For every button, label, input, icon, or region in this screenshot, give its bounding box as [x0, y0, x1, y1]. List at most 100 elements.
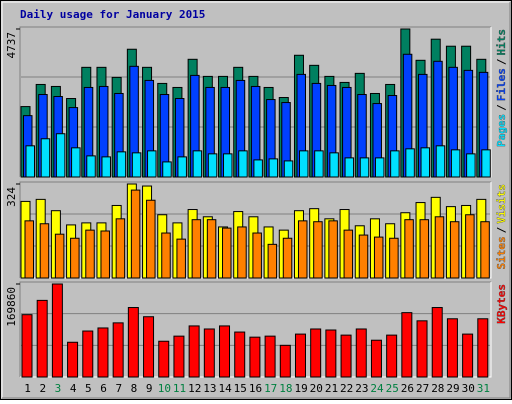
bar	[390, 150, 400, 178]
bar	[446, 318, 458, 378]
bar	[234, 331, 246, 378]
x-tick-label: 11	[173, 382, 186, 395]
bar	[416, 320, 428, 378]
bar	[85, 229, 95, 279]
bar	[314, 150, 324, 178]
bar	[39, 223, 50, 279]
bar	[344, 157, 355, 178]
x-tick-label: 25	[386, 382, 399, 395]
bar	[359, 157, 370, 178]
bar	[67, 341, 79, 378]
bar	[71, 147, 81, 178]
bar	[177, 156, 187, 178]
bar	[219, 325, 231, 378]
x-tick-label: 18	[279, 382, 292, 395]
bar	[249, 336, 261, 378]
bar	[389, 237, 399, 279]
x-tick-label: 8	[131, 382, 138, 395]
bar	[358, 234, 369, 279]
bar	[325, 329, 337, 378]
y-tick-label: 4737	[5, 32, 18, 59]
bar	[24, 220, 34, 279]
x-tick-label: 26	[401, 382, 414, 395]
bar	[466, 153, 476, 178]
x-tick-label: 23	[355, 382, 368, 395]
bar	[449, 221, 460, 279]
bar	[434, 216, 445, 279]
bar	[40, 138, 51, 178]
bar	[147, 150, 157, 178]
bar	[313, 221, 323, 279]
x-tick-label: 30	[462, 382, 475, 395]
bar	[206, 219, 217, 279]
bar	[54, 233, 65, 279]
legend-separator: /	[495, 58, 508, 65]
bar	[173, 335, 185, 378]
bar	[222, 227, 232, 279]
x-tick-label: 20	[310, 382, 323, 395]
bar	[130, 189, 141, 279]
bar	[238, 150, 248, 178]
x-tick-label: 9	[146, 382, 153, 395]
bar	[294, 333, 306, 378]
x-tick-label: 24	[370, 382, 384, 395]
bar	[340, 334, 352, 378]
bar	[282, 237, 293, 279]
bar	[297, 220, 308, 279]
bar	[480, 221, 490, 279]
bar	[143, 316, 155, 378]
legend-entry: Visits	[495, 184, 508, 224]
x-tick-label: 7	[115, 382, 122, 395]
x-tick-label: 5	[85, 382, 92, 395]
bar	[192, 150, 203, 178]
x-tick-label: 28	[431, 382, 444, 395]
bar	[465, 214, 475, 279]
bar	[191, 219, 202, 279]
x-tick-label: 4	[70, 382, 77, 395]
bar	[328, 220, 338, 279]
bar	[82, 330, 94, 378]
bar	[298, 150, 309, 178]
bar	[370, 339, 382, 378]
x-tick-label: 16	[249, 382, 262, 395]
x-tick-label: 21	[325, 382, 338, 395]
bar	[431, 307, 443, 378]
bar	[70, 237, 80, 279]
bar	[36, 299, 48, 378]
plot-border	[19, 281, 491, 377]
bar	[477, 318, 489, 378]
legend-entry: Pages	[495, 114, 508, 147]
legend-separator: /	[495, 226, 508, 233]
bar	[374, 157, 385, 178]
x-tick-label: 2	[39, 382, 46, 395]
x-tick-label: 12	[188, 382, 201, 395]
x-tick-label: 13	[203, 382, 216, 395]
legend-entry: Sites	[495, 236, 508, 269]
bar	[283, 160, 294, 178]
bar	[481, 149, 491, 178]
bar	[101, 156, 111, 178]
bar	[310, 328, 322, 378]
bar	[100, 230, 110, 279]
x-tick-label: 1	[24, 382, 31, 395]
bar	[329, 152, 339, 178]
y-tick-label: 169860	[5, 287, 18, 327]
bar	[131, 152, 142, 178]
bar	[450, 149, 461, 178]
bar	[253, 159, 263, 178]
bar	[158, 340, 170, 378]
plot-border	[19, 181, 491, 278]
bar	[51, 283, 63, 378]
bar	[203, 328, 215, 378]
bar	[435, 145, 446, 178]
bar	[343, 229, 354, 279]
x-tick-label: 22	[340, 382, 353, 395]
bar	[25, 145, 35, 178]
legend-separator: /	[495, 104, 508, 111]
bar	[264, 335, 276, 378]
x-tick-label: 29	[446, 382, 459, 395]
bar	[207, 153, 218, 178]
x-tick-label: 14	[218, 382, 232, 395]
chart-title: Daily usage for January 2015	[20, 8, 205, 21]
bar	[146, 199, 156, 279]
